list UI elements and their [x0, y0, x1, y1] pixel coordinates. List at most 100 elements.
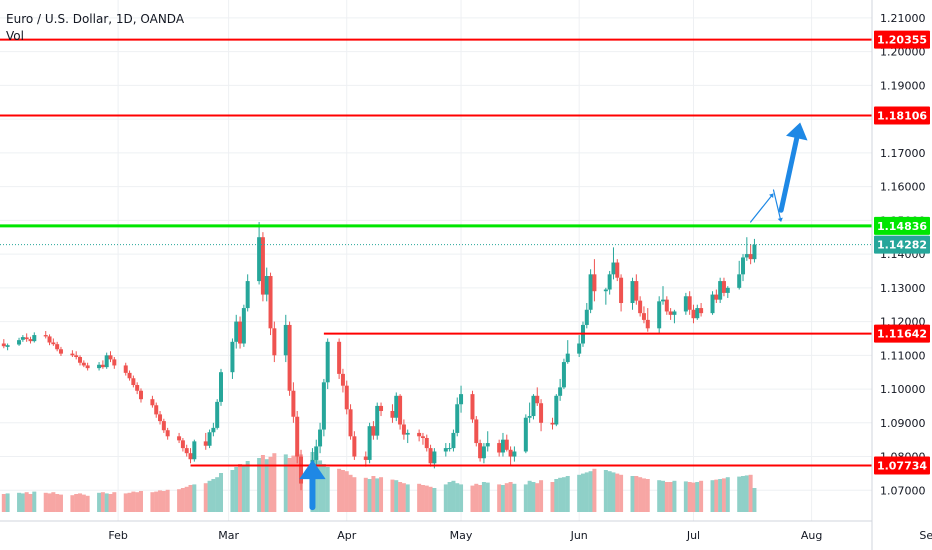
candle-body — [664, 299, 669, 312]
volume-bar — [28, 494, 33, 512]
price-tick-label: 1.10000 — [880, 383, 926, 396]
candle-body — [371, 426, 376, 436]
candle-body — [108, 355, 113, 360]
volume-bar — [398, 482, 403, 512]
date-tick-label: Feb — [108, 529, 127, 542]
volume-bar — [1, 494, 6, 512]
candle-body — [512, 451, 517, 457]
candle-body — [577, 343, 582, 354]
volume-bar — [580, 473, 585, 512]
volume-bar — [287, 458, 292, 512]
volume-bar — [657, 480, 662, 512]
candle-body — [260, 237, 265, 295]
price-tick-label: 1.09000 — [880, 417, 926, 430]
volume-bar — [710, 480, 715, 512]
candle-body — [20, 337, 25, 340]
volume-bar — [630, 476, 635, 512]
volume-bar — [192, 484, 197, 512]
candle-body — [85, 365, 90, 369]
volume-bar — [584, 472, 589, 512]
volume-bar — [619, 474, 624, 512]
level-price-tag-background — [874, 324, 930, 343]
candle-body — [554, 395, 559, 425]
volume-bar — [577, 474, 582, 512]
volume-bar — [260, 455, 265, 512]
volume-bar — [138, 491, 143, 512]
candle-body — [211, 427, 216, 433]
price-tick-label: 1.11000 — [880, 349, 926, 362]
volume-bar — [51, 492, 56, 512]
breakout-arrow-shaft — [750, 195, 772, 223]
volume-bar — [291, 455, 296, 512]
candle-body — [112, 359, 117, 366]
candle-body — [47, 336, 52, 343]
volume-bar — [81, 494, 86, 512]
volume-bar — [165, 489, 170, 512]
volume-bar — [428, 486, 433, 512]
volume-bar — [234, 467, 239, 512]
candle-body — [638, 300, 643, 314]
candle-body — [737, 274, 742, 288]
candle-body — [592, 274, 597, 292]
volume-bar — [718, 479, 723, 512]
volume-bar — [363, 477, 368, 512]
candle-body — [725, 287, 730, 293]
candle-body — [32, 335, 37, 342]
volume-bar — [180, 488, 185, 512]
candle-body — [695, 308, 700, 319]
candle-body — [607, 274, 612, 290]
volume-bar — [85, 495, 90, 512]
volume-bar — [161, 491, 166, 512]
candle-body — [81, 362, 86, 366]
candle-body — [318, 429, 323, 447]
candle-body — [123, 365, 128, 373]
candle-body — [691, 309, 696, 319]
candle-body — [455, 404, 460, 433]
candle-body — [417, 432, 422, 437]
date-tick-label: Jun — [570, 529, 588, 542]
breakout-arrow-head — [769, 193, 774, 198]
volume-bar — [112, 492, 117, 512]
volume-bar — [558, 477, 563, 512]
candle-body — [234, 321, 239, 342]
level-price-tag-background — [874, 216, 930, 235]
volume-bar — [417, 483, 422, 512]
candle-body — [424, 437, 429, 449]
volume-bar — [55, 494, 60, 512]
volume-bar — [634, 476, 639, 512]
volume-bar — [737, 476, 742, 512]
volume-bar — [318, 460, 323, 512]
candle-body — [714, 294, 719, 300]
candle-body — [1, 343, 6, 347]
candle-body — [721, 281, 726, 293]
volume-bar — [230, 470, 235, 512]
target-arrow-shaft — [778, 135, 800, 213]
volume-bar — [371, 476, 376, 512]
candle-body — [603, 289, 608, 292]
volume-bar — [527, 480, 532, 512]
volume-bar — [447, 482, 452, 512]
candle-body — [527, 416, 532, 418]
volume-bar — [481, 482, 486, 512]
candle-body — [398, 395, 403, 425]
candle-body — [485, 443, 490, 447]
candle-body — [558, 387, 563, 396]
volume-bar — [241, 465, 246, 512]
volume-bar — [375, 478, 380, 512]
candle-body — [268, 276, 273, 329]
price-tick-label: 1.20000 — [880, 46, 926, 59]
volume-bar — [158, 490, 163, 512]
volume-bar — [215, 477, 220, 512]
candle-body — [165, 430, 170, 437]
volume-bar — [611, 472, 616, 512]
candle-body — [748, 254, 753, 260]
volume-bar — [615, 473, 620, 512]
candle-body — [470, 394, 475, 420]
volume-bar — [741, 476, 746, 512]
candle-body — [203, 441, 208, 446]
volume-bar — [588, 471, 593, 512]
volume-bar — [691, 482, 696, 512]
candle-body — [401, 424, 406, 435]
volume-bar — [47, 493, 52, 512]
